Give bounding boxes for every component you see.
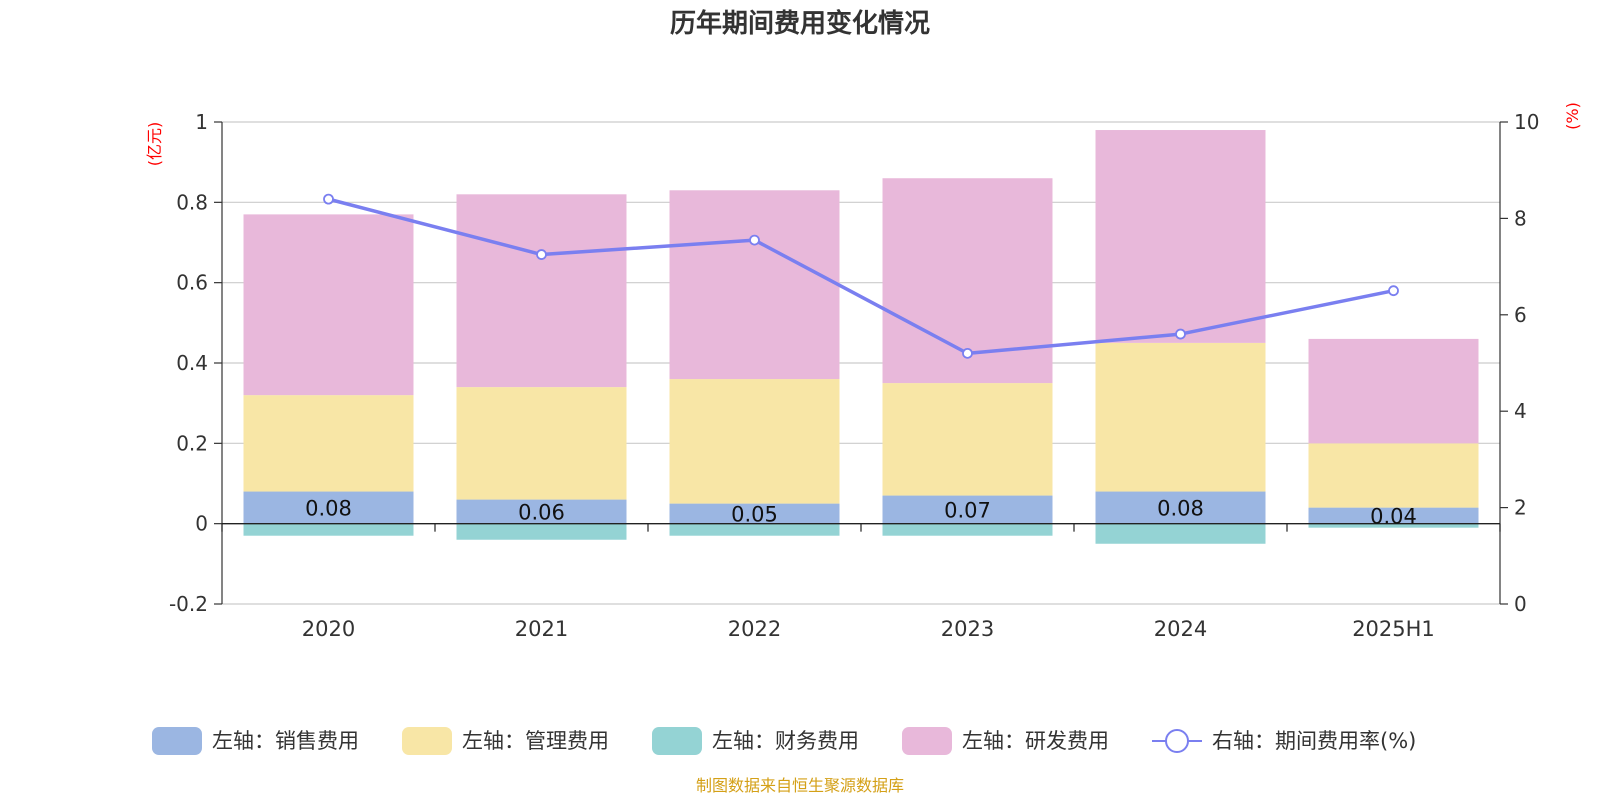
x-label-2022: 2022: [728, 617, 781, 641]
rate-point-2021: [536, 249, 547, 260]
left-axis: -0.2 0 0.2 0.4 0.6 0.8 1: [169, 110, 223, 616]
left-tick-label-5: 0.8: [176, 190, 208, 214]
left-tick-label-3: 0.4: [176, 351, 208, 375]
bar-0-2024: [1095, 491, 1266, 524]
data-label-2020: 0.08: [305, 497, 352, 521]
right-tick-label-2: 4: [1514, 399, 1527, 423]
bar-0-2023: [882, 495, 1053, 524]
legend-label-2: 左轴：财务费用: [712, 729, 859, 753]
left-tick-label-6: 1: [195, 110, 208, 134]
legend-label-4: 右轴：期间费用率(%): [1212, 729, 1416, 753]
bar-2-2023: [882, 523, 1053, 536]
chart-title: 历年期间费用变化情况: [670, 8, 930, 39]
legend-swatch-2: [652, 727, 702, 755]
grid-lines: [222, 121, 1500, 605]
legend-marker-swatch: [1165, 729, 1189, 753]
bar-0-2025H1: [1308, 507, 1479, 524]
left-tick-label-4: 0.6: [176, 271, 208, 295]
rate-line-path: [328, 197, 1394, 356]
left-tick-label-2: 0.2: [176, 431, 208, 455]
right-tick-label-5: 10: [1514, 110, 1539, 134]
data-label-2023: 0.07: [944, 499, 991, 523]
rate-point-2023: [962, 347, 973, 359]
legend-label-1: 左轴：管理费用: [462, 729, 609, 753]
rate-point-2024: [1175, 328, 1186, 340]
bar-1-2023: [882, 383, 1053, 496]
legend: 左轴：销售费用 左轴：管理费用 左轴：财务费用 左轴：研发费用 右轴：期间费用率(%): [152, 727, 1416, 755]
bar-1-2024: [1095, 342, 1266, 492]
right-tick-label-4: 8: [1514, 206, 1527, 230]
legend-swatch-3: [902, 727, 952, 755]
x-label-2025H1: 2025H1: [1352, 617, 1435, 641]
bar-1-2020: [243, 395, 414, 492]
x-axis: [221, 522, 1501, 532]
rate-line: [323, 193, 1399, 359]
bar-2-2020: [243, 523, 414, 536]
bar-1-2022: [669, 379, 840, 504]
bar-3-2021: [456, 194, 627, 388]
bar-2-2022: [669, 523, 840, 536]
data-label-2022: 0.05: [731, 503, 778, 527]
rate-point-2025H1: [1388, 285, 1399, 297]
left-tick-label-0: -0.2: [169, 592, 208, 616]
right-tick-label-0: 0: [1514, 592, 1527, 616]
x-label-2020: 2020: [302, 617, 355, 641]
data-label-2025H1: 0.04: [1370, 505, 1417, 529]
right-tick-label-3: 6: [1514, 303, 1527, 327]
bar-1-2021: [456, 387, 627, 500]
data-labels: 0.08 0.06 0.05 0.07 0.08 0.04: [305, 497, 1417, 529]
rate-point-2022: [749, 234, 760, 246]
legend-swatch-0: [152, 727, 202, 755]
bar-3-2024: [1095, 130, 1266, 343]
legend-label-0: 左轴：销售费用: [212, 729, 359, 753]
bar-3-2020: [243, 214, 414, 396]
bar-3-2025H1: [1308, 338, 1479, 444]
left-tick-label-1: 0: [195, 512, 208, 536]
bar-2-2021: [456, 523, 627, 540]
legend-swatch-1: [402, 727, 452, 755]
source-note: 制图数据来自恒生聚源数据库: [696, 776, 904, 795]
bars: [243, 130, 1479, 544]
x-axis-labels: 2020 2021 2022 2023 2024 2025H1: [302, 617, 1435, 641]
bar-2-2024: [1095, 523, 1266, 544]
right-tick-label-1: 2: [1514, 496, 1527, 520]
bar-1-2025H1: [1308, 443, 1479, 508]
right-axis: 0 2 4 6 8 10: [1499, 110, 1539, 616]
bar-2-2025H1: [1308, 523, 1479, 528]
legend-label-3: 左轴：研发费用: [962, 729, 1109, 753]
x-label-2023: 2023: [941, 617, 994, 641]
bar-3-2022: [669, 190, 840, 380]
left-axis-unit: (亿元): [145, 122, 164, 167]
data-label-2021: 0.06: [518, 501, 565, 525]
x-label-2024: 2024: [1154, 617, 1207, 641]
right-axis-unit: (%): [1563, 102, 1582, 130]
data-label-2024: 0.08: [1157, 497, 1204, 521]
bar-0-2020: [243, 491, 414, 524]
rate-point-2020: [323, 193, 334, 205]
bar-0-2021: [456, 499, 627, 524]
x-label-2021: 2021: [515, 617, 568, 641]
bar-0-2022: [669, 503, 840, 524]
